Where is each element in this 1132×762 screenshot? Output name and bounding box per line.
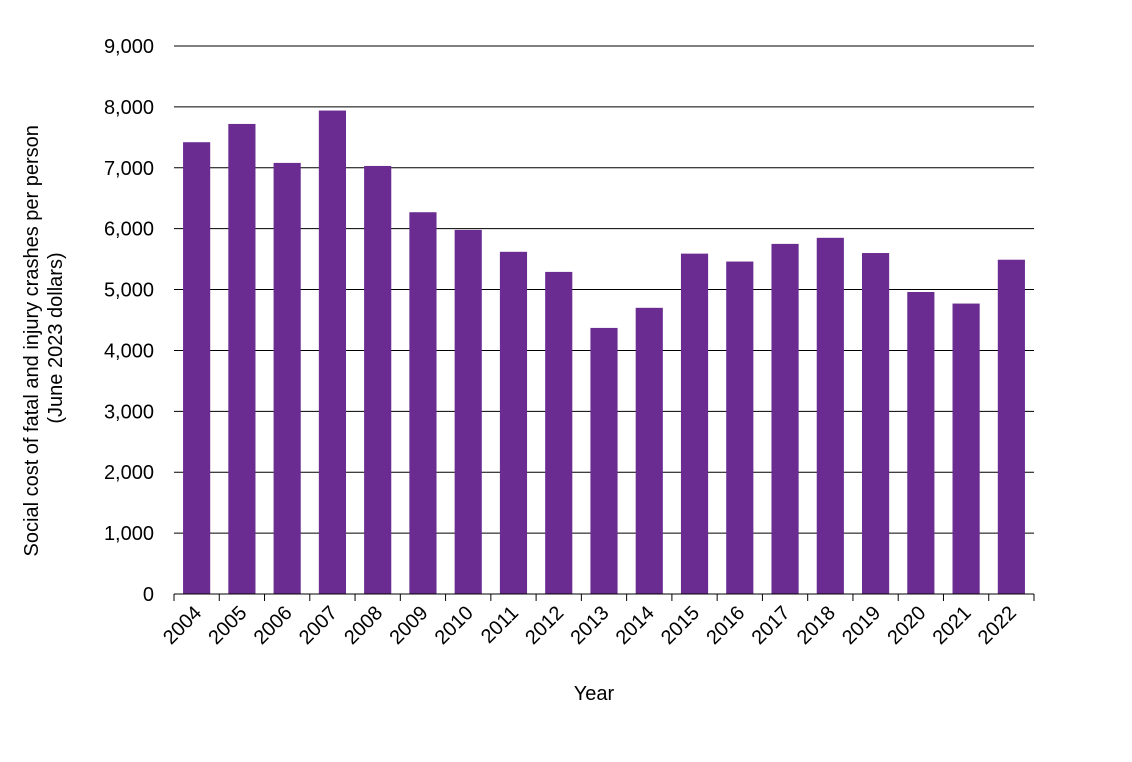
- bar-2008: [364, 165, 392, 594]
- y-axis-tick-labels: 0 1,000 2,000 3,000 4,000 5,000 6,000 7,000 8,00…: [104, 36, 154, 606]
- bar-2017: [771, 243, 799, 594]
- bar-2019: [862, 253, 890, 594]
- x-tick-label: 2012: [521, 602, 568, 649]
- bar-2014: [635, 307, 663, 594]
- bar-2007: [318, 110, 346, 594]
- x-tick-label: 2020: [883, 602, 930, 649]
- x-tick-label: 2019: [838, 602, 885, 649]
- bar-2018: [816, 237, 844, 595]
- y-axis-title-line-1: Social cost of fatal and injury crashes …: [21, 125, 43, 556]
- bar-2021: [952, 303, 980, 594]
- x-tick-label: 2010: [431, 602, 478, 649]
- bar-2020: [907, 291, 935, 594]
- x-tick-label: 2014: [612, 602, 659, 649]
- bar-2013: [590, 327, 618, 594]
- y-tick-label: 1,000: [104, 523, 154, 545]
- y-axis-title: Social cost of fatal and injury crashes …: [21, 120, 67, 557]
- y-tick-label: 5,000: [104, 280, 154, 302]
- bar-2006: [273, 162, 301, 594]
- bar-2009: [409, 212, 437, 594]
- y-tick-label: 4,000: [104, 340, 154, 362]
- x-tick-label: 2005: [204, 602, 251, 649]
- bar-2022: [997, 259, 1025, 594]
- y-tick-label: 6,000: [104, 219, 154, 241]
- x-tick-label: 2021: [929, 602, 976, 649]
- x-tick-label: 2009: [385, 602, 432, 649]
- y-tick-label: 2,000: [104, 462, 154, 484]
- y-axis-title-line-2: (June 2023 dollars): [45, 252, 67, 423]
- bars: [183, 110, 1025, 595]
- x-tick-label: 2022: [974, 602, 1021, 649]
- x-tick-label: 2018: [793, 602, 840, 649]
- x-tick-label: 2016: [702, 602, 749, 649]
- x-tick-label: 2011: [477, 602, 523, 648]
- bar-2010: [454, 229, 482, 594]
- y-tick-label: 9,000: [104, 36, 154, 58]
- bar-2012: [545, 271, 573, 594]
- x-tick-label: 2015: [657, 602, 704, 649]
- bar-2005: [228, 123, 256, 594]
- x-tick-label: 2004: [159, 602, 206, 649]
- y-tick-label: 7,000: [104, 158, 154, 180]
- gridlines: [174, 45, 1034, 534]
- x-tick-label: 2017: [748, 602, 795, 649]
- bar-2015: [680, 253, 709, 594]
- y-tick-label: 8,000: [104, 97, 154, 119]
- bar-2011: [499, 251, 528, 594]
- bar-2016: [726, 261, 754, 594]
- x-axis-title: Year: [574, 683, 615, 705]
- y-tick-label: 0: [143, 584, 154, 606]
- bar-2004: [183, 142, 211, 594]
- x-axis: [173, 593, 1035, 601]
- y-tick-label: 3,000: [104, 401, 154, 423]
- x-tick-label: 2007: [295, 602, 342, 649]
- x-tick-label: 2008: [340, 602, 387, 649]
- x-tick-label: 2006: [250, 602, 297, 649]
- x-tick-label: 2013: [567, 602, 614, 649]
